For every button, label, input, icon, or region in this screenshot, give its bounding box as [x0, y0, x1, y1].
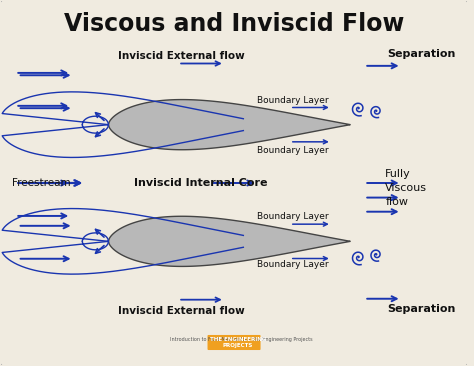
Text: Viscous: Viscous — [385, 183, 427, 193]
Text: Separation: Separation — [388, 49, 456, 59]
Text: Boundary Layer: Boundary Layer — [257, 260, 329, 269]
Text: Inviscid Internal Core: Inviscid Internal Core — [134, 178, 267, 188]
Polygon shape — [109, 100, 350, 150]
Text: Introduction to Fluid Mechanics - The Engineering Projects: Introduction to Fluid Mechanics - The En… — [170, 337, 312, 342]
Text: Boundary Layer: Boundary Layer — [257, 146, 329, 155]
Text: Inviscid External flow: Inviscid External flow — [118, 52, 245, 61]
Text: flow: flow — [385, 197, 408, 207]
Text: Freestream: Freestream — [12, 178, 70, 188]
Text: Boundary Layer: Boundary Layer — [257, 96, 329, 105]
FancyBboxPatch shape — [208, 335, 261, 350]
Text: Viscous and Inviscid Flow: Viscous and Inviscid Flow — [64, 11, 404, 36]
Text: Separation: Separation — [388, 304, 456, 314]
Text: THE ENGINEERING
PROJECTS: THE ENGINEERING PROJECTS — [210, 337, 266, 348]
Text: Boundary Layer: Boundary Layer — [257, 212, 329, 221]
Text: Fully: Fully — [385, 169, 411, 179]
Polygon shape — [109, 216, 350, 266]
Text: Inviscid External flow: Inviscid External flow — [118, 306, 245, 315]
